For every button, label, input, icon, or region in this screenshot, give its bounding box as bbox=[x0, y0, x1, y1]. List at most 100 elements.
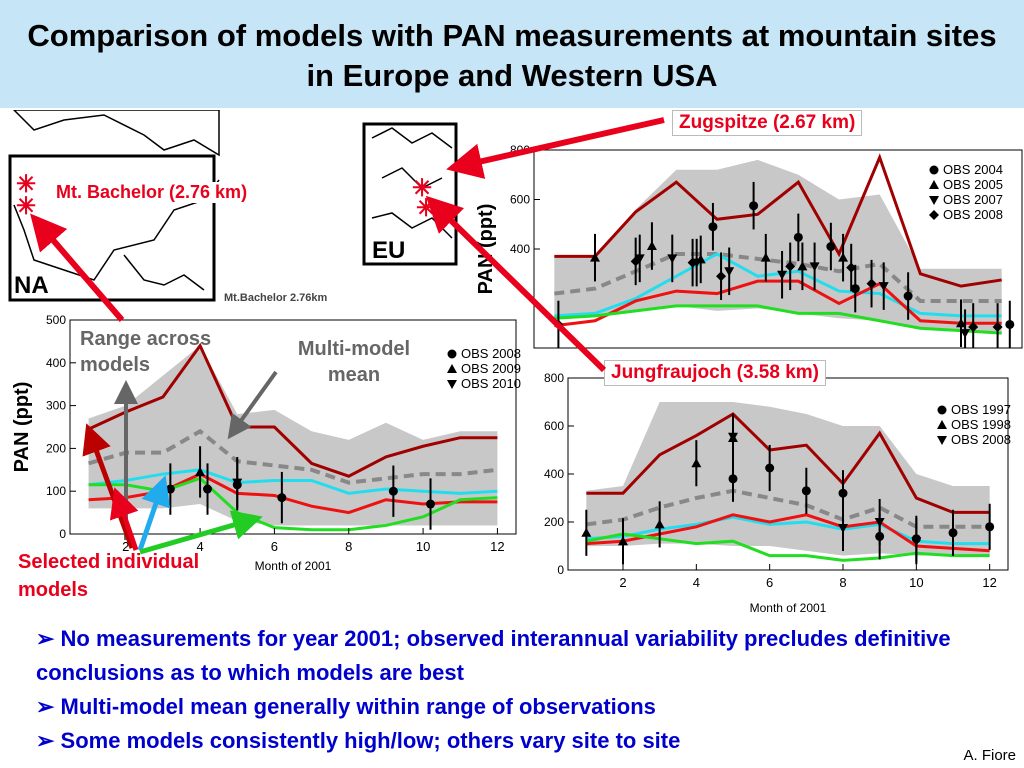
bachelor-obs-1-point-0 bbox=[195, 466, 206, 476]
label-selected-models: Selected individual models bbox=[18, 551, 200, 601]
bullet-3: ➢ Some models consistently high/low; oth… bbox=[36, 728, 681, 753]
bachelor-obs-0-point-4 bbox=[388, 486, 398, 496]
zugspitze-legend-label-3: OBS 2008 bbox=[943, 207, 1003, 222]
jungfraujoch-obs-2-point-2 bbox=[874, 518, 885, 527]
zugspitze-obs-3-point-3 bbox=[716, 271, 727, 282]
arrow-mt-bachelor bbox=[30, 213, 125, 322]
bullet-list: ➢ No measurements for year 2001; observe… bbox=[36, 622, 996, 758]
zugspitze-legend-marker-2 bbox=[929, 196, 939, 205]
zugspitze-ylabel: PAN (ppt) bbox=[475, 204, 497, 295]
bachelor-ytick-label: 0 bbox=[59, 527, 66, 541]
zugspitze-obs-0-point-4 bbox=[850, 284, 860, 294]
bachelor-xtick-label: 12 bbox=[490, 539, 504, 554]
zugspitze-obs-0-point-2 bbox=[793, 232, 803, 242]
bullet-1-text: No measurements for year 2001; observed … bbox=[36, 626, 951, 685]
jungfraujoch-obs-2-point-3 bbox=[911, 537, 922, 547]
jungfraujoch-obs-0-point-6 bbox=[948, 528, 958, 538]
zugspitze-obs-2-point-5 bbox=[809, 262, 820, 272]
jungfraujoch-ytick-label: 0 bbox=[557, 563, 564, 577]
bullet-3-text: Some models consistently high/low; other… bbox=[60, 728, 681, 753]
zugspitze-series-1 bbox=[554, 251, 1002, 303]
zugspitze-obs-2-point-7 bbox=[960, 329, 971, 339]
title-band bbox=[0, 0, 1024, 108]
bachelor-xtick-label: 6 bbox=[271, 539, 278, 554]
bachelor-obs-0-point-1 bbox=[203, 484, 213, 494]
zugspitze-obs-3-point-2 bbox=[687, 257, 698, 268]
jungfraujoch-obs-1-point-0 bbox=[581, 527, 592, 537]
bachelor-star-2: ✳ bbox=[16, 193, 36, 220]
map-caption: Mt.Bachelor 2.76km bbox=[224, 292, 328, 304]
jungfraujoch-obs-1-point-3 bbox=[691, 458, 702, 468]
jungfraujoch-series-4 bbox=[586, 532, 990, 562]
jungfraujoch-xtick-label: 4 bbox=[693, 575, 700, 590]
bachelor-legend-label-1: OBS 2009 bbox=[461, 361, 521, 376]
bachelor-ytick-label: 400 bbox=[46, 356, 66, 370]
jungfraujoch-ytick-label: 400 bbox=[544, 467, 564, 481]
zugspitze-legend-label-0: OBS 2004 bbox=[943, 162, 1003, 177]
jungfraujoch-ytick-label: 600 bbox=[544, 419, 564, 433]
credit: A. Fiore bbox=[963, 747, 1016, 764]
jungfraujoch-legend-label-1: OBS 1998 bbox=[951, 417, 1011, 432]
jungfraujoch-ytick-label: 800 bbox=[544, 371, 564, 385]
zugspitze-obs-3-point-1 bbox=[630, 256, 641, 267]
zugspitze-obs-0-point-6 bbox=[1005, 319, 1015, 329]
bullet-2: ➢ Multi-model mean generally within rang… bbox=[36, 694, 656, 719]
zugspitze-star: ✳ bbox=[412, 175, 432, 202]
bachelor-star-1: ✳ bbox=[16, 171, 36, 198]
jungfraujoch-series-0 bbox=[586, 412, 990, 514]
zugspitze-ytick-label: 600 bbox=[510, 193, 530, 207]
jungfraujoch-legend-marker-1 bbox=[937, 420, 947, 429]
jungfraujoch-legend-marker-2 bbox=[937, 436, 947, 445]
bachelor-xlabel: Month of 2001 bbox=[255, 559, 332, 573]
zugspitze-series-2 bbox=[554, 252, 1002, 318]
jungfraujoch-xtick-label: 2 bbox=[619, 575, 626, 590]
bachelor-xtick-label: 2 bbox=[122, 539, 129, 554]
zugspitze-series-4 bbox=[554, 304, 1002, 335]
bachelor-series-2 bbox=[88, 468, 498, 495]
jungfraujoch-legend-label-2: OBS 2008 bbox=[951, 432, 1011, 447]
bullet-1: ➢ No measurements for year 2001; observe… bbox=[36, 626, 951, 685]
bachelor-legend-marker-0 bbox=[447, 349, 457, 359]
bullet-2-text: Multi-model mean generally within range … bbox=[60, 694, 656, 719]
na-label: NA bbox=[14, 272, 49, 299]
zugspitze-obs-1-point-6 bbox=[956, 318, 966, 328]
bachelor-xtick-label: 10 bbox=[416, 539, 430, 554]
zugspitze-obs-1-point-3 bbox=[760, 252, 771, 262]
label-mt-bachelor: Mt. Bachelor (2.76 km) bbox=[52, 182, 252, 203]
arrow-zugspitze bbox=[446, 117, 665, 179]
bachelor-ytick-label: 200 bbox=[46, 441, 66, 455]
label-jungfraujoch: Jungfraujoch (3.58 km) bbox=[604, 360, 826, 386]
jungfraujoch-obs-0-point-0 bbox=[728, 474, 738, 484]
zugspitze-obs-3-point-4 bbox=[785, 261, 796, 272]
zugspitze-obs-1-point-4 bbox=[797, 261, 808, 271]
zugspitze-obs-3-point-6 bbox=[866, 278, 877, 289]
slide-title: Comparison of models with PAN measuremen… bbox=[27, 18, 997, 93]
bachelor-legend-label-2: OBS 2010 bbox=[461, 376, 521, 391]
bachelor-legend-label-0: OBS 2008 bbox=[461, 346, 521, 361]
na-map: NA ✳ ✳ bbox=[4, 110, 224, 310]
bachelor-ytick-label: 100 bbox=[46, 484, 66, 498]
zugspitze-legend-label-1: OBS 2005 bbox=[943, 177, 1003, 192]
chart-jungfraujoch: 0 200 400 600 800 2 4 6 8 10 12 Month of 2001 OBS 19… bbox=[530, 368, 1024, 616]
label-zugspitze: Zugspitze (2.67 km) bbox=[672, 110, 863, 136]
zugspitze-obs-0-point-3 bbox=[826, 242, 836, 252]
label-range-across-models: Range across models bbox=[80, 328, 212, 376]
jungfraujoch-xtick-label: 12 bbox=[982, 575, 996, 590]
zugspitze-ytick-label: 400 bbox=[510, 242, 530, 256]
arrow-mean bbox=[227, 370, 278, 440]
bachelor-series-0 bbox=[87, 342, 498, 478]
eu-label: EU bbox=[372, 237, 405, 264]
zugspitze-obs-3-point-7 bbox=[968, 321, 979, 332]
bachelor-ylabel: PAN (ppt) bbox=[11, 382, 33, 473]
jungfraujoch-legend-marker-0 bbox=[937, 405, 947, 415]
eu-box bbox=[362, 122, 458, 266]
zugspitze-legend-marker-0 bbox=[929, 165, 939, 175]
bachelor-xtick-label: 4 bbox=[196, 539, 203, 554]
zugspitze-obs-2-point-6 bbox=[878, 282, 889, 292]
arrow-model-cyan bbox=[137, 475, 171, 551]
zugspitze-obs-2-point-3 bbox=[724, 267, 735, 277]
zugspitze-obs-0-point-5 bbox=[903, 291, 913, 301]
bachelor-legend-marker-1 bbox=[447, 364, 457, 373]
